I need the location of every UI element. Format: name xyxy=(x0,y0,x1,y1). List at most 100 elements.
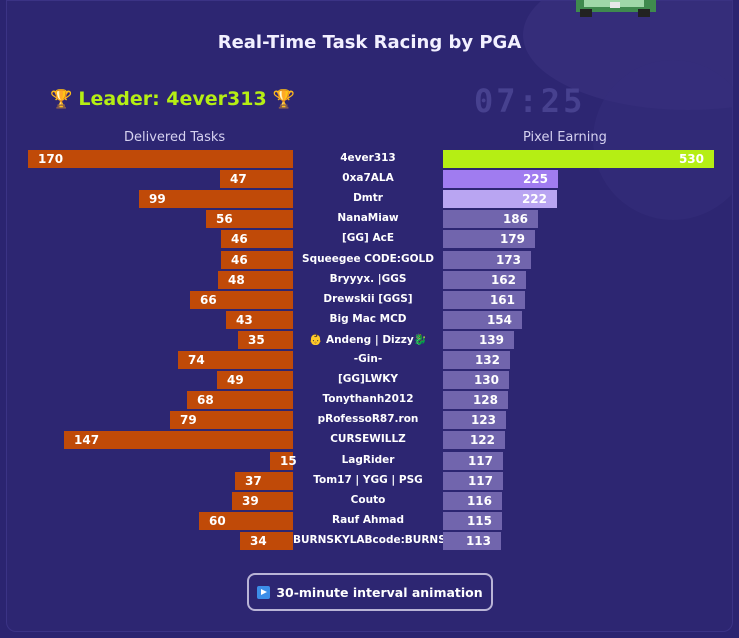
racer-name: Tonythanh2012 xyxy=(322,393,414,405)
pixel-earning-bar: 162 xyxy=(443,271,526,289)
delivered-bar: 39 xyxy=(232,492,293,510)
pixel-earning-bar: 117 xyxy=(443,452,503,470)
delivered-bar: 74 xyxy=(178,351,293,369)
delivered-value-label: 60 xyxy=(209,514,226,528)
delivered-value-label: 68 xyxy=(197,393,214,407)
delivered-bar: 79 xyxy=(170,411,293,429)
delivered-bar: 47 xyxy=(220,170,293,188)
pixel-earning-bar: 122 xyxy=(443,431,505,449)
pixel-earning-value-label: 179 xyxy=(499,232,525,246)
racer-name: Bryyyx. |GGS xyxy=(329,273,407,285)
racer-name: Tom17 | YGG | PSG xyxy=(313,474,423,486)
pixel-earning-bar: 113 xyxy=(443,532,501,550)
pixel-earning-value-label: 186 xyxy=(502,212,528,226)
delivered-bar: 66 xyxy=(190,291,293,309)
pixel-earning-value-label: 139 xyxy=(478,333,504,347)
pixel-earning-bar: 186 xyxy=(443,210,538,228)
delivered-bar: 170 xyxy=(28,150,293,168)
pixel-earning-value-label: 117 xyxy=(467,454,493,468)
racer-name: Dmtr xyxy=(353,192,383,204)
pixel-earning-value-label: 162 xyxy=(490,273,516,287)
pixel-earning-value-label: 161 xyxy=(489,293,515,307)
delivered-value-label: 46 xyxy=(231,232,248,246)
trophy-icon: 🏆 xyxy=(272,88,296,110)
race-timer: 07:25 xyxy=(474,82,586,120)
delivered-bar: 60 xyxy=(199,512,293,530)
pixel-earning-value-label: 116 xyxy=(466,494,492,508)
trophy-icon: 🏆 xyxy=(50,88,73,110)
interval-animation-button[interactable]: 30-minute interval animation xyxy=(247,573,493,611)
delivered-bar: 34 xyxy=(240,532,293,550)
delivered-value-label: 47 xyxy=(230,172,247,186)
racer-name: CURSEWILLZ xyxy=(330,433,406,445)
delivered-value-label: 48 xyxy=(228,273,245,287)
racer-name: pRofessoR87.ron xyxy=(317,413,419,425)
pixel-earning-bar: 117 xyxy=(443,472,503,490)
pixel-earning-value-label: 115 xyxy=(466,514,492,528)
racer-name: 4ever313 xyxy=(340,152,396,164)
delivered-value-label: 15 xyxy=(280,454,297,468)
delivered-value-label: 39 xyxy=(242,494,259,508)
leader-banner: 🏆 Leader: 4ever313 🏆 xyxy=(50,88,295,110)
delivered-value-label: 99 xyxy=(149,192,166,206)
delivered-bar: 35 xyxy=(238,331,293,349)
delivered-bar: 37 xyxy=(235,472,293,490)
pixel-earning-bar: 128 xyxy=(443,391,508,409)
delivered-tasks-header: Delivered Tasks xyxy=(124,130,226,145)
racer-name: Rauf Ahmad xyxy=(331,514,404,526)
pixel-earning-bar: 115 xyxy=(443,512,502,530)
pixel-earning-bar: 132 xyxy=(443,351,510,369)
delivered-value-label: 147 xyxy=(74,433,100,447)
racer-name: NanaMiaw xyxy=(337,212,399,224)
racer-name: BURNSKYLABcode:BURNS xyxy=(293,534,443,546)
racer-name: [GG]LWKY xyxy=(337,373,399,385)
pixel-earning-bar: 130 xyxy=(443,371,509,389)
racer-name: Drewskii [GGS] xyxy=(323,293,413,305)
pixel-earning-value-label: 123 xyxy=(470,413,496,427)
pixel-earning-bar: 116 xyxy=(443,492,502,510)
pixel-earning-value-label: 173 xyxy=(495,253,521,267)
delivered-bar: 46 xyxy=(221,251,293,269)
delivered-value-label: 37 xyxy=(245,474,262,488)
delivered-bar: 43 xyxy=(226,311,293,329)
pixel-earning-value-label: 122 xyxy=(469,433,495,447)
delivered-value-label: 66 xyxy=(200,293,217,307)
racer-name: Squeegee CODE:GOLD xyxy=(302,253,434,265)
pixel-earning-value-label: 225 xyxy=(522,172,548,186)
racer-name: 0xa7ALA xyxy=(342,172,394,184)
pixel-earning-value-label: 530 xyxy=(678,152,704,166)
pixel-earning-bar: 225 xyxy=(443,170,558,188)
pixel-earning-header: Pixel Earning xyxy=(523,130,607,145)
racer-name: Big Mac MCD xyxy=(329,313,407,325)
delivered-value-label: 35 xyxy=(248,333,265,347)
delivered-bar: 147 xyxy=(64,431,293,449)
pixel-earning-bar: 123 xyxy=(443,411,506,429)
racer-name: LagRider xyxy=(341,454,395,466)
delivered-value-label: 170 xyxy=(38,152,64,166)
pixel-earning-value-label: 132 xyxy=(474,353,500,367)
delivered-bar: 56 xyxy=(206,210,293,228)
leaderboard-panel xyxy=(6,0,733,632)
delivered-value-label: 43 xyxy=(236,313,253,327)
delivered-bar: 15 xyxy=(270,452,297,470)
background-decoration xyxy=(593,60,733,220)
delivered-bar: 48 xyxy=(218,271,293,289)
page-title: Real-Time Task Racing by PGA xyxy=(217,32,522,53)
pixel-earning-value-label: 130 xyxy=(473,373,499,387)
delivered-bar: 99 xyxy=(139,190,293,208)
racer-name: -Gin- xyxy=(353,353,383,365)
pixel-car-icon xyxy=(576,0,656,17)
pixel-earning-bar: 530 xyxy=(443,150,714,168)
racer-name: Couto xyxy=(350,494,386,506)
interval-animation-label: 30-minute interval animation xyxy=(276,584,483,600)
delivered-value-label: 49 xyxy=(227,373,244,387)
delivered-value-label: 79 xyxy=(180,413,197,427)
racer-name: [GG] AcE xyxy=(341,232,394,244)
delivered-value-label: 74 xyxy=(188,353,205,367)
delivered-bar: 49 xyxy=(217,371,293,389)
delivered-bar: 68 xyxy=(187,391,293,409)
delivered-bar: 46 xyxy=(221,230,293,248)
racer-name: 👶 Andeng | Dizzy🐉 xyxy=(309,334,427,346)
pixel-earning-value-label: 113 xyxy=(465,534,491,548)
pixel-earning-value-label: 222 xyxy=(521,192,547,206)
